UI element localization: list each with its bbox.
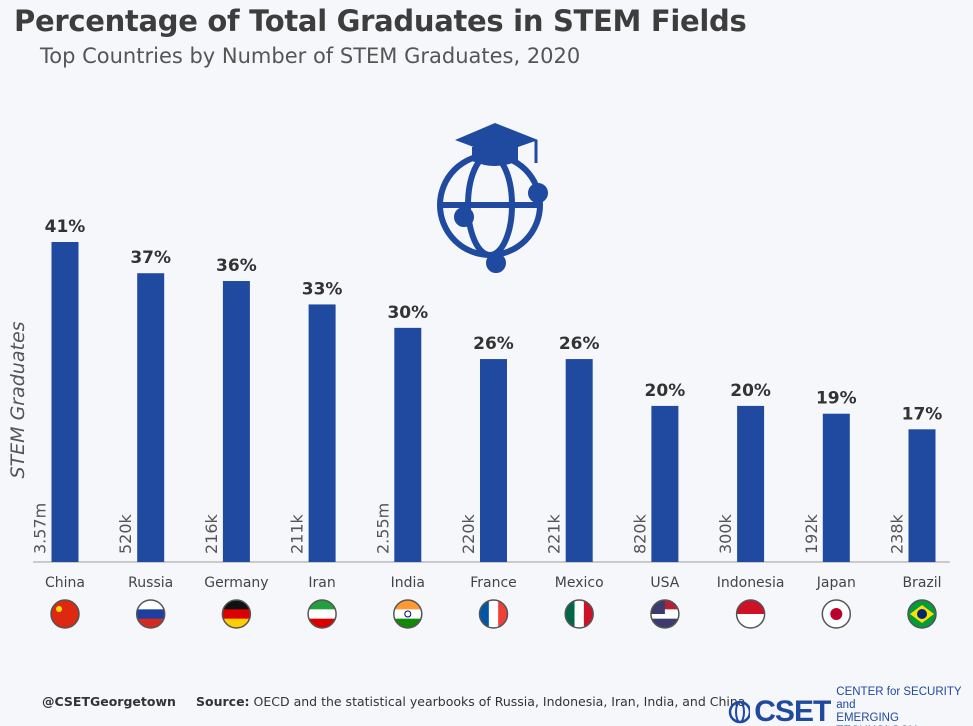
graduate-count-label: 238k [888, 513, 907, 554]
category-label: Japan [816, 575, 856, 591]
category-label: India [391, 575, 425, 591]
twitter-handle: @CSETGeorgetown [42, 694, 176, 709]
category-label: Iran [308, 575, 335, 591]
category-label: Germany [204, 575, 268, 591]
bar [51, 242, 79, 562]
bar [565, 359, 593, 562]
bar-chart: STEM Graduates 41% 3.57m China 37% 520k Russi… [7, 123, 950, 629]
graduate-count-label: 3.57m [31, 503, 50, 554]
bar [822, 413, 850, 562]
category-label: China [45, 575, 85, 591]
flag-border [393, 599, 423, 629]
india-flag-icon [393, 600, 422, 628]
france-flag-icon [479, 600, 508, 628]
iran-flag-icon [308, 600, 337, 628]
category-label: Mexico [555, 575, 604, 591]
graduate-count-label: 221k [545, 513, 564, 554]
y-axis-label: STEM Graduates [7, 321, 29, 478]
graduate-count-label: 220k [459, 513, 478, 554]
bar [308, 304, 336, 562]
bar [137, 273, 165, 562]
category-label: USA [650, 575, 679, 591]
bar [222, 281, 250, 562]
bar [908, 429, 936, 562]
graduate-count-label: 192k [802, 513, 821, 554]
globe-logo-icon [728, 700, 751, 724]
indonesia-flag-icon [736, 600, 765, 628]
source-label: Source: [196, 694, 250, 709]
logo-line1: CENTER for SECURITY and [836, 686, 962, 711]
value-label: 26% [473, 334, 514, 354]
flag-border [221, 599, 252, 629]
graduate-count-label: 820k [630, 513, 649, 554]
brazil-flag-icon [908, 600, 936, 628]
category-label: Russia [128, 575, 173, 591]
value-label: 20% [645, 381, 686, 401]
value-label: 30% [387, 303, 428, 323]
graduate-count-label: 520k [116, 513, 135, 554]
bar [394, 327, 422, 562]
bar [651, 405, 679, 562]
germany-flag-icon [222, 600, 251, 628]
flag-border [307, 599, 337, 629]
category-label: Indonesia [717, 575, 785, 591]
value-label: 26% [559, 334, 600, 354]
value-label: 41% [45, 217, 86, 237]
mexico-flag-icon [565, 600, 594, 628]
graduate-count-label: 211k [288, 513, 307, 554]
bar [737, 405, 765, 562]
value-label: 36% [216, 256, 257, 276]
value-label: 33% [302, 279, 343, 299]
value-label: 37% [130, 248, 171, 268]
value-label: 17% [902, 404, 943, 424]
china-flag-icon [51, 600, 79, 628]
flag-border [650, 599, 680, 629]
flag-border [735, 599, 766, 629]
value-label: 19% [816, 389, 857, 409]
value-label: 20% [730, 381, 771, 401]
category-label: Brazil [902, 575, 941, 591]
bar [480, 359, 507, 562]
graduate-count-label: 2.55m [373, 503, 392, 554]
graduation-globe-icon [437, 123, 548, 273]
russia-flag-icon [136, 600, 165, 628]
logo-mark: CSET [754, 695, 831, 726]
flag-border [50, 599, 80, 629]
chart-title: Percentage of Total Graduates in STEM Fi… [14, 4, 747, 38]
flag-border [564, 599, 594, 629]
japan-flag-icon [822, 600, 851, 628]
source-text: OECD and the statistical yearbooks of Ru… [249, 694, 746, 709]
flag-border [478, 599, 509, 629]
flag-border [821, 599, 852, 629]
graduate-count-label: 300k [716, 513, 735, 554]
flag-border [907, 599, 937, 629]
logo-line2: EMERGING TECHNOLOGY [836, 712, 917, 726]
source-note: Source: OECD and the statistical yearboo… [196, 694, 745, 709]
flag-border [135, 599, 166, 629]
chart-subtitle: Top Countries by Number of STEM Graduate… [40, 44, 581, 68]
graduate-count-label: 216k [202, 513, 221, 554]
category-label: France [470, 575, 517, 591]
